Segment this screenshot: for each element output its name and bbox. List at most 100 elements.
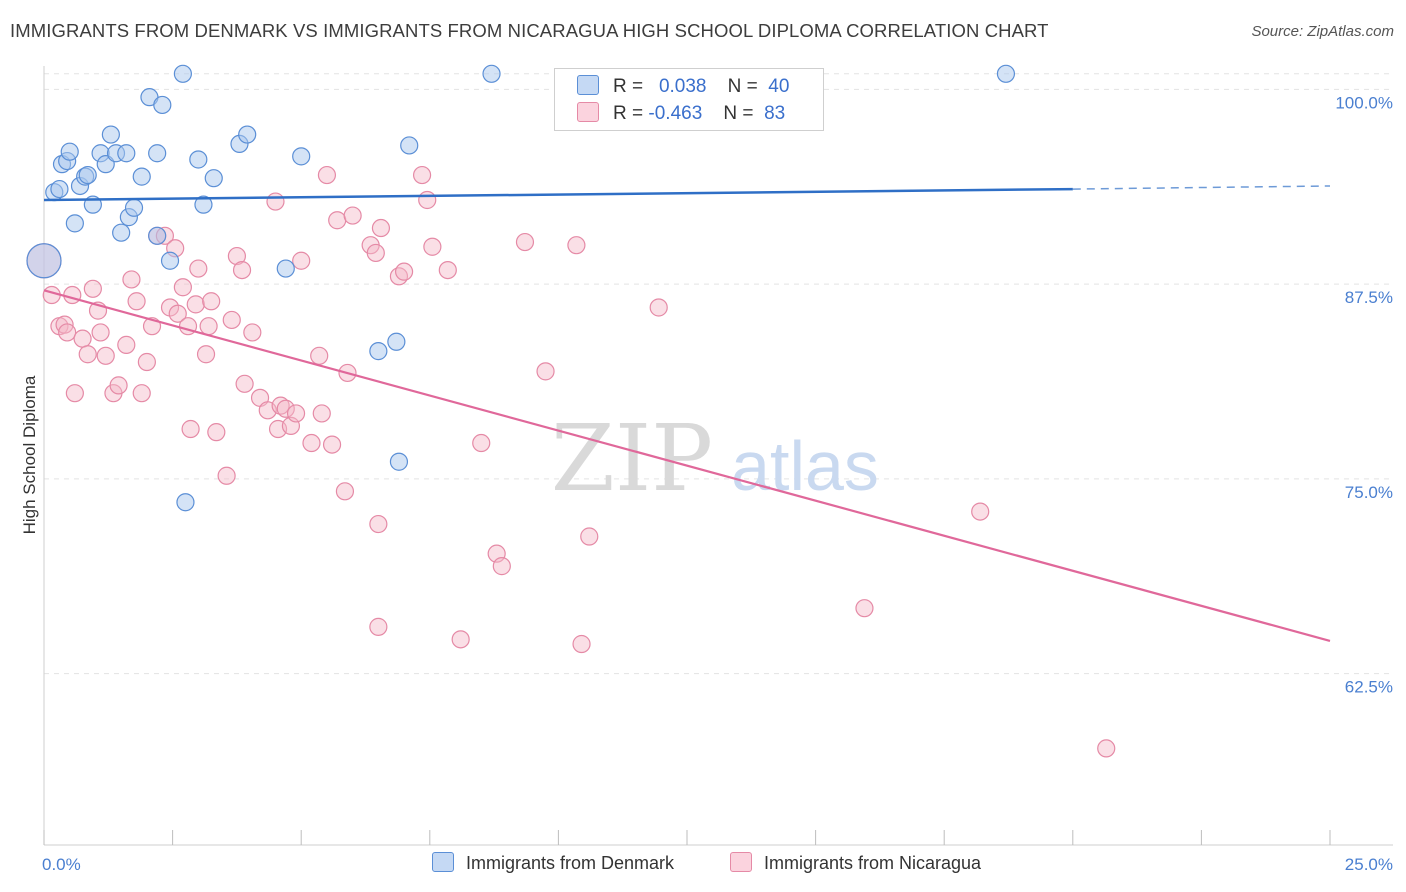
- trend-lines: [43, 185, 1331, 642]
- x-tick-label: 0.0%: [42, 855, 81, 874]
- nicaragua-point: [971, 502, 990, 521]
- legend-r-value-denmark: 0.038: [658, 76, 707, 97]
- legend-n-label: N =: [723, 103, 754, 124]
- nicaragua-point: [132, 384, 151, 403]
- nicaragua-point: [423, 237, 442, 256]
- y-tick-label: 62.5%: [1345, 678, 1393, 697]
- nicaragua-point: [83, 279, 102, 298]
- nicaragua-point: [572, 634, 591, 654]
- gridlines: [44, 73, 1393, 675]
- nicaragua-point: [91, 323, 110, 342]
- denmark-point: [148, 226, 167, 245]
- nicaragua-point: [1097, 739, 1116, 758]
- legend-swatch-nicaragua: [577, 102, 599, 122]
- nicaragua-point: [122, 270, 141, 289]
- denmark-point: [389, 452, 409, 471]
- nicaragua-point: [472, 433, 491, 453]
- denmark-point: [160, 251, 180, 270]
- nicaragua-point: [369, 514, 388, 534]
- denmark-point: [400, 136, 419, 155]
- y-tick-label: 75.0%: [1345, 483, 1393, 502]
- nicaragua-point: [232, 260, 252, 280]
- bottom-legend-swatch-denmark: [432, 852, 454, 872]
- correlation-legend: R = 0.038 N = 40 R = -0.463 N = 83: [554, 68, 824, 131]
- legend-swatch-denmark: [577, 75, 599, 95]
- denmark-point: [189, 150, 208, 169]
- tick-labels: 100.0% 87.5% 75.0% 62.5% 0.0% 25.0%: [42, 93, 1393, 874]
- watermark: ZIP atlas: [551, 405, 879, 512]
- denmark-point: [78, 165, 97, 185]
- nicaragua-point: [186, 295, 205, 314]
- denmark-point: [132, 167, 151, 186]
- y-tick-label: 87.5%: [1345, 288, 1393, 307]
- nicaragua-point: [317, 165, 337, 185]
- bottom-legend-label-nicaragua: Immigrants from Nicaragua: [764, 853, 982, 873]
- legend-n-value-denmark: 40: [768, 76, 790, 97]
- axes: [43, 66, 1393, 846]
- nicaragua-point: [168, 304, 187, 323]
- nicaragua-point: [451, 630, 470, 649]
- legend-row-denmark: R = 0.038 N = 40: [577, 75, 789, 99]
- legend-r-label: R =: [613, 103, 644, 124]
- nicaragua-point: [438, 260, 457, 280]
- denmark-point: [238, 125, 257, 144]
- nicaragua-point: [202, 292, 221, 311]
- nicaragua-point: [328, 211, 347, 230]
- denmark-trend-line: [43, 187, 1073, 202]
- watermark-zip: ZIP: [551, 405, 713, 512]
- denmark-point: [369, 342, 388, 361]
- nicaragua-trend-line: [43, 289, 1331, 642]
- nicaragua-point: [343, 206, 362, 225]
- denmark-point: [204, 169, 223, 188]
- nicaragua-point: [199, 317, 218, 336]
- nicaragua-point: [412, 165, 432, 185]
- denmark-point: [101, 125, 120, 144]
- denmark-point: [60, 142, 79, 161]
- denmark-point: [482, 64, 501, 83]
- nicaragua-point: [302, 433, 321, 453]
- denmark-point: [276, 259, 295, 278]
- denmark-trend-extension: [1072, 185, 1331, 190]
- watermark-atlas: atlas: [731, 427, 879, 505]
- nicaragua-point: [369, 617, 388, 636]
- denmark-point: [292, 147, 311, 166]
- nicaragua-point: [515, 232, 535, 252]
- denmark-point: [50, 179, 69, 199]
- nicaragua-point: [271, 396, 290, 415]
- nicaragua-point: [222, 310, 241, 330]
- nicaragua-point: [109, 376, 128, 395]
- denmark-point: [112, 223, 131, 242]
- nicaragua-point: [58, 323, 77, 342]
- denmark-point: [124, 198, 144, 217]
- nicaragua-point: [117, 335, 136, 354]
- nicaragua-point: [189, 259, 208, 278]
- denmark-points: [26, 64, 1016, 512]
- bottom-legend-swatch-nicaragua: [730, 852, 752, 872]
- denmark-point: [117, 144, 136, 163]
- nicaragua-point: [286, 404, 306, 423]
- nicaragua-point: [137, 352, 156, 372]
- legend-n-value-nicaragua: 83: [764, 103, 786, 124]
- nicaragua-point: [65, 384, 84, 403]
- nicaragua-point: [312, 404, 331, 423]
- nicaragua-point: [492, 557, 511, 576]
- nicaragua-point: [536, 362, 555, 381]
- bottom-legend-nicaragua: Immigrants from Nicaragua: [730, 852, 981, 874]
- nicaragua-point: [227, 246, 246, 266]
- nicaragua-point: [266, 192, 285, 211]
- nicaragua-point: [127, 292, 146, 311]
- denmark-point: [996, 64, 1016, 83]
- chart-source: Source: ZipAtlas.com: [1251, 23, 1394, 40]
- nicaragua-point: [196, 345, 216, 364]
- chart-title: IMMIGRANTS FROM DENMARK VS IMMIGRANTS FR…: [10, 20, 1049, 41]
- nicaragua-point: [371, 218, 391, 238]
- x-tick-label: 25.0%: [1345, 855, 1393, 874]
- nicaragua-point: [63, 285, 82, 305]
- nicaragua-point: [418, 190, 437, 210]
- legend-r-value-nicaragua: -0.463: [648, 103, 703, 124]
- nicaragua-point: [73, 329, 92, 348]
- denmark-point: [176, 493, 195, 512]
- denmark-point: [153, 95, 172, 115]
- bottom-legend-denmark: Immigrants from Denmark: [432, 852, 674, 874]
- legend-r-label: R =: [613, 76, 644, 97]
